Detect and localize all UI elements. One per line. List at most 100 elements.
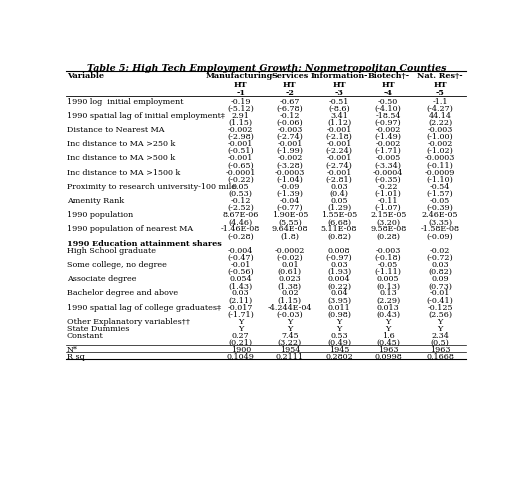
Text: Proximity to research university-100 mile: Proximity to research university-100 mil… [67, 183, 236, 191]
Text: -0.003: -0.003 [375, 247, 401, 255]
Text: -0.02: -0.02 [430, 247, 450, 255]
Text: HT: HT [283, 81, 297, 89]
Text: (3.20): (3.20) [376, 219, 400, 227]
Text: R sq: R sq [67, 353, 84, 361]
Text: Services: Services [271, 72, 308, 80]
Text: (-2.74): (-2.74) [277, 133, 303, 141]
Text: (2.11): (2.11) [229, 296, 253, 304]
Text: (1.38): (1.38) [278, 282, 302, 290]
Text: (1.15): (1.15) [278, 296, 302, 304]
Text: -2: -2 [285, 89, 294, 97]
Text: -0.003: -0.003 [427, 126, 453, 134]
Text: HT: HT [433, 81, 447, 89]
Text: 0.05: 0.05 [232, 183, 250, 191]
Text: 0.13: 0.13 [379, 289, 397, 297]
Text: Y: Y [287, 318, 293, 326]
Text: (0.28): (0.28) [376, 233, 400, 241]
Text: 0.03: 0.03 [330, 261, 348, 269]
Text: (5.55): (5.55) [278, 219, 302, 227]
Text: (1.8): (1.8) [280, 233, 300, 241]
Text: (0.5): (0.5) [431, 339, 450, 347]
Text: 0.27: 0.27 [232, 332, 250, 340]
Text: 0.53: 0.53 [330, 332, 348, 340]
Text: 1990 spatial lag of initial employment‡: 1990 spatial lag of initial employment‡ [67, 112, 225, 120]
Text: -0.002: -0.002 [375, 126, 401, 134]
Text: Distance to Nearest MA: Distance to Nearest MA [67, 126, 164, 134]
Text: -0.001: -0.001 [327, 126, 352, 134]
Text: 1.6: 1.6 [382, 332, 395, 340]
Text: (1.29): (1.29) [327, 204, 351, 212]
Text: Inc distance to MA >250 k: Inc distance to MA >250 k [67, 140, 175, 148]
Text: (0.21): (0.21) [229, 339, 253, 347]
Text: -0.0003: -0.0003 [425, 154, 456, 162]
Text: -0.01: -0.01 [230, 261, 251, 269]
Text: Nat. Res†-: Nat. Res†- [418, 72, 463, 80]
Text: -0.001: -0.001 [228, 154, 253, 162]
Text: (-1.04): (-1.04) [277, 176, 303, 184]
Text: HT: HT [381, 81, 395, 89]
Text: (6.68): (6.68) [327, 219, 351, 227]
Text: -0.002: -0.002 [427, 140, 453, 148]
Text: -0.001: -0.001 [327, 154, 352, 162]
Text: -0.22: -0.22 [378, 183, 398, 191]
Text: Table 5: High Tech Employment Growth: Nonmetropolitan Counties: Table 5: High Tech Employment Growth: No… [87, 64, 446, 73]
Text: -0.001: -0.001 [327, 169, 352, 177]
Text: Y: Y [336, 325, 342, 333]
Text: (-0.39): (-0.39) [427, 204, 453, 212]
Text: Other Explanatory variables††: Other Explanatory variables†† [67, 318, 190, 326]
Text: 3.41: 3.41 [330, 112, 348, 120]
Text: 0.004: 0.004 [328, 275, 350, 283]
Text: 44.14: 44.14 [428, 112, 452, 120]
Text: -1: -1 [236, 89, 245, 97]
Text: 0.03: 0.03 [432, 261, 449, 269]
Text: (-0.11): (-0.11) [427, 162, 453, 170]
Text: 1.55E-05: 1.55E-05 [321, 211, 357, 219]
Text: -0.0003: -0.0003 [275, 169, 305, 177]
Text: 2.91: 2.91 [232, 112, 250, 120]
Text: -0.50: -0.50 [378, 97, 398, 105]
Text: -0.67: -0.67 [280, 97, 300, 105]
Text: (-0.06): (-0.06) [277, 119, 303, 127]
Text: (-2.98): (-2.98) [227, 133, 254, 141]
Text: -0.12: -0.12 [230, 197, 251, 205]
Text: 0.05: 0.05 [330, 197, 348, 205]
Text: -0.11: -0.11 [378, 197, 398, 205]
Text: (-1.39): (-1.39) [276, 190, 303, 198]
Text: 2.15E-05: 2.15E-05 [370, 211, 407, 219]
Text: (-8.6): (-8.6) [328, 105, 350, 113]
Text: (0.45): (0.45) [376, 339, 400, 347]
Text: -0.0001: -0.0001 [226, 169, 256, 177]
Text: -0.0002: -0.0002 [275, 247, 305, 255]
Text: (0.82): (0.82) [327, 233, 351, 241]
Text: Variable: Variable [67, 72, 103, 80]
Text: 0.013: 0.013 [377, 304, 399, 312]
Text: 0.054: 0.054 [229, 275, 252, 283]
Text: (-0.56): (-0.56) [227, 268, 254, 276]
Text: -0.01: -0.01 [430, 289, 450, 297]
Text: -0.002: -0.002 [228, 126, 253, 134]
Text: -18.54: -18.54 [375, 112, 401, 120]
Text: 1990 Education attainment shares: 1990 Education attainment shares [67, 240, 222, 248]
Text: (-2.81): (-2.81) [326, 176, 353, 184]
Text: -4.244E-04: -4.244E-04 [268, 304, 312, 312]
Text: -0.05: -0.05 [430, 197, 450, 205]
Text: Some college, no degree: Some college, no degree [67, 261, 166, 269]
Text: 0.1668: 0.1668 [426, 353, 454, 361]
Text: State Dummies: State Dummies [67, 325, 129, 333]
Text: 2.34: 2.34 [431, 332, 449, 340]
Text: (-1.10): (-1.10) [427, 176, 453, 184]
Text: Y: Y [385, 325, 391, 333]
Text: 2.46E-05: 2.46E-05 [422, 211, 459, 219]
Text: Amenity Rank: Amenity Rank [67, 197, 124, 205]
Text: (-1.00): (-1.00) [427, 133, 453, 141]
Text: 1945: 1945 [329, 346, 349, 354]
Text: -0.003: -0.003 [277, 126, 303, 134]
Text: (-0.35): (-0.35) [375, 176, 401, 184]
Text: 0.011: 0.011 [328, 304, 350, 312]
Text: HT: HT [332, 81, 346, 89]
Text: N*: N* [67, 346, 77, 354]
Text: (-0.47): (-0.47) [227, 254, 254, 262]
Text: (-0.02): (-0.02) [277, 254, 303, 262]
Text: 0.005: 0.005 [377, 275, 399, 283]
Text: 5.11E-08: 5.11E-08 [321, 226, 357, 234]
